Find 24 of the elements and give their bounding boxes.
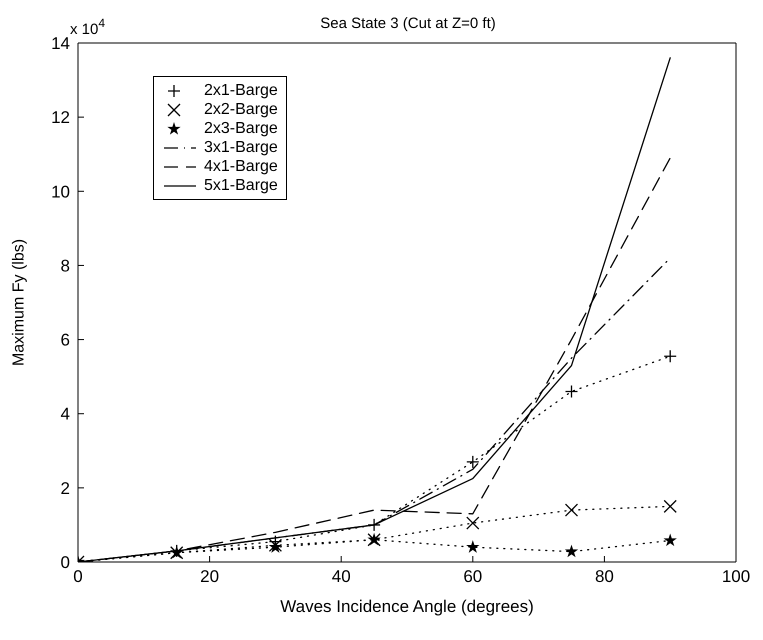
legend-label: 2x3-Barge xyxy=(204,119,278,138)
text: x 10$^{4}$ xyxy=(70,16,106,38)
legend-label: 4x1-Barge xyxy=(204,157,278,176)
y-tick-label: 2 xyxy=(60,478,70,498)
x-axis-title: Waves Incidence Angle (degrees) xyxy=(280,597,534,616)
x-tick-label: 0 xyxy=(73,567,83,586)
legend-label: 2x2-Barge xyxy=(204,100,278,119)
x-tick-label: 60 xyxy=(463,567,482,586)
x-tick-label: 40 xyxy=(332,567,351,586)
y-tick-label: 8 xyxy=(60,256,70,276)
x-tick-label: 100 xyxy=(722,567,750,586)
x-tick-label: 20 xyxy=(200,567,220,586)
x-tick-label: 80 xyxy=(594,567,614,586)
legend-label: 2x1-Barge xyxy=(204,81,278,100)
y-tick-label: 12 xyxy=(51,108,70,128)
y-tick-label: 0 xyxy=(60,553,70,572)
y-tick-label: 10 xyxy=(51,182,70,202)
y-tick-label: 14 xyxy=(51,34,70,54)
legend-label: 3x1-Barge xyxy=(204,138,278,157)
chart-title: Sea State 3 (Cut at Z=0 ft) xyxy=(320,15,496,32)
y-axis-title: Maximum Fy (lbs) xyxy=(10,238,28,366)
y-tick-label: 4 xyxy=(60,404,70,424)
legend-label: 5x1-Barge xyxy=(204,176,278,195)
y-tick-label: 6 xyxy=(60,330,70,350)
